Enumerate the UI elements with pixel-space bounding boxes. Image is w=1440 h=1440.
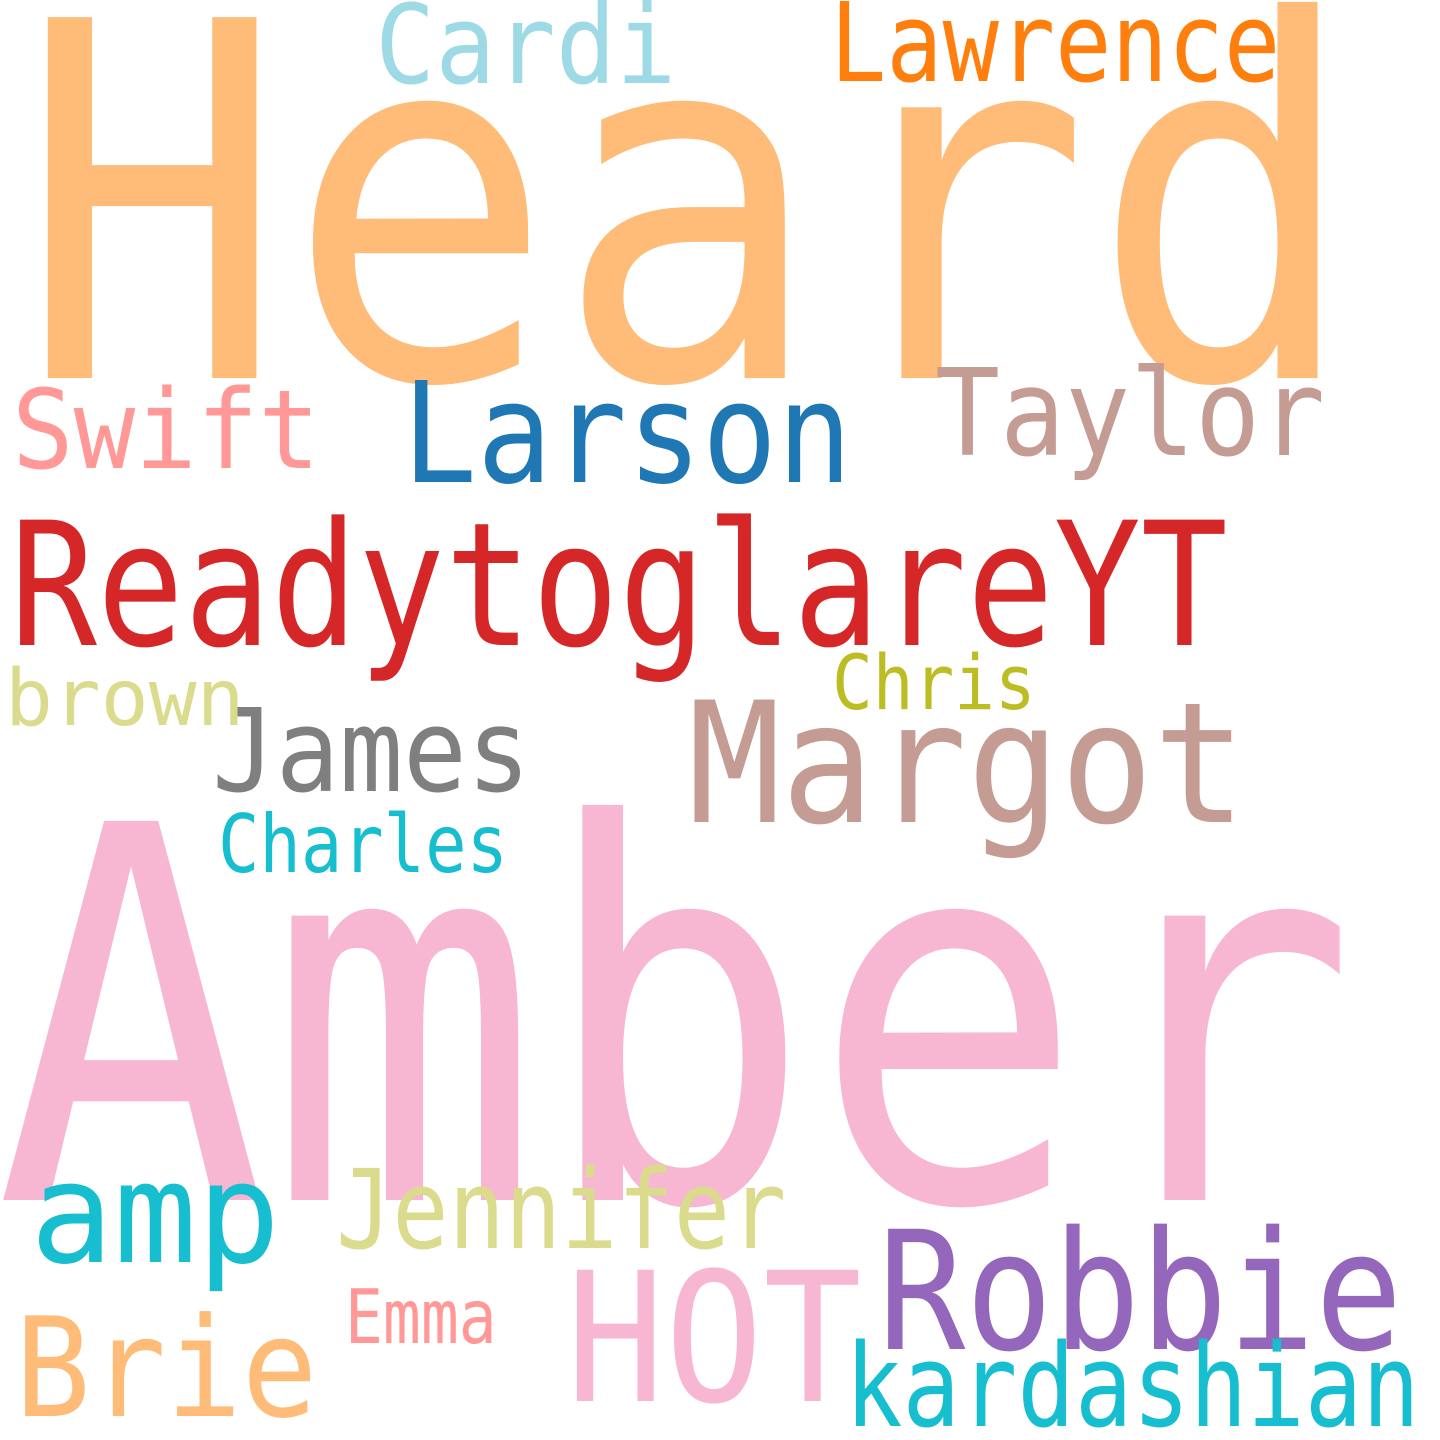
word-amber: Amber [0, 717, 1357, 1323]
word-lawrence: Lawrence [830, 0, 1281, 107]
word-robbie: Robbie [878, 1196, 1403, 1388]
word-jennifer: Jennifer [336, 1146, 787, 1274]
word-hot: HOT [566, 1235, 862, 1440]
word-emma: Emma [345, 1273, 497, 1361]
word-brown: brown [5, 654, 245, 744]
word-chris: Chris [832, 638, 1036, 727]
word-cardi: Cardi [375, 0, 677, 109]
word-brie: Brie [15, 1288, 318, 1440]
word-swift: Swift [12, 366, 320, 494]
word-margot: Margot [688, 666, 1247, 862]
word-charles: Charles [218, 798, 508, 891]
word-amp: amp [30, 1133, 281, 1296]
word-larson: Larson [402, 353, 853, 516]
word-readytoglareyt: ReadytoglareYT [10, 485, 1228, 686]
word-james: James [212, 685, 531, 819]
word-kardashian: kardashian [845, 1320, 1420, 1440]
word-heard: Heard [18, 0, 1360, 495]
word-taylor: Taylor [935, 345, 1326, 484]
